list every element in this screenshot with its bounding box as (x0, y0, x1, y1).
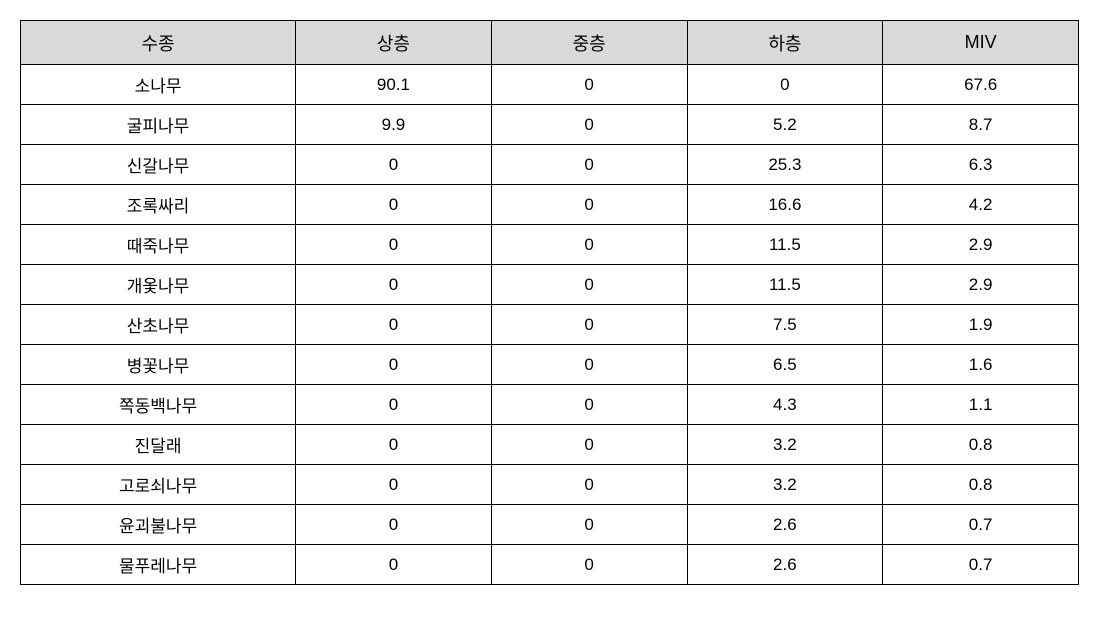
cell-upper: 9.9 (296, 105, 492, 145)
cell-upper: 0 (296, 345, 492, 385)
table-row: 고로쇠나무 0 0 3.2 0.8 (21, 465, 1079, 505)
cell-upper: 0 (296, 305, 492, 345)
cell-upper: 0 (296, 225, 492, 265)
cell-lower: 4.3 (687, 385, 883, 425)
cell-species: 신갈나무 (21, 145, 296, 185)
cell-lower: 3.2 (687, 465, 883, 505)
cell-lower: 25.3 (687, 145, 883, 185)
cell-middle: 0 (491, 225, 687, 265)
cell-species: 쪽동백나무 (21, 385, 296, 425)
table-row: 쪽동백나무 0 0 4.3 1.1 (21, 385, 1079, 425)
cell-middle: 0 (491, 505, 687, 545)
species-table-container: 수종 상층 중층 하층 MIV 소나무 90.1 0 0 67.6 굴피나무 9… (20, 20, 1079, 585)
cell-middle: 0 (491, 465, 687, 505)
table-row: 신갈나무 0 0 25.3 6.3 (21, 145, 1079, 185)
cell-miv: 1.6 (883, 345, 1079, 385)
table-row: 개옻나무 0 0 11.5 2.9 (21, 265, 1079, 305)
header-species: 수종 (21, 21, 296, 65)
cell-upper: 90.1 (296, 65, 492, 105)
cell-species: 병꽃나무 (21, 345, 296, 385)
cell-upper: 0 (296, 505, 492, 545)
cell-middle: 0 (491, 385, 687, 425)
cell-lower: 6.5 (687, 345, 883, 385)
cell-species: 윤괴불나무 (21, 505, 296, 545)
header-miv: MIV (883, 21, 1079, 65)
cell-lower: 11.5 (687, 225, 883, 265)
cell-middle: 0 (491, 305, 687, 345)
cell-upper: 0 (296, 465, 492, 505)
table-row: 조록싸리 0 0 16.6 4.2 (21, 185, 1079, 225)
table-row: 때죽나무 0 0 11.5 2.9 (21, 225, 1079, 265)
cell-lower: 0 (687, 65, 883, 105)
cell-middle: 0 (491, 145, 687, 185)
cell-middle: 0 (491, 265, 687, 305)
cell-species: 개옻나무 (21, 265, 296, 305)
cell-miv: 6.3 (883, 145, 1079, 185)
cell-species: 조록싸리 (21, 185, 296, 225)
cell-middle: 0 (491, 345, 687, 385)
cell-species: 소나무 (21, 65, 296, 105)
table-header-row: 수종 상층 중층 하층 MIV (21, 21, 1079, 65)
species-table: 수종 상층 중층 하층 MIV 소나무 90.1 0 0 67.6 굴피나무 9… (20, 20, 1079, 585)
cell-upper: 0 (296, 385, 492, 425)
cell-miv: 0.7 (883, 545, 1079, 585)
cell-middle: 0 (491, 545, 687, 585)
table-row: 물푸레나무 0 0 2.6 0.7 (21, 545, 1079, 585)
cell-miv: 1.9 (883, 305, 1079, 345)
cell-upper: 0 (296, 545, 492, 585)
table-row: 소나무 90.1 0 0 67.6 (21, 65, 1079, 105)
cell-lower: 2.6 (687, 505, 883, 545)
cell-middle: 0 (491, 425, 687, 465)
cell-upper: 0 (296, 145, 492, 185)
header-lower: 하층 (687, 21, 883, 65)
table-row: 병꽃나무 0 0 6.5 1.6 (21, 345, 1079, 385)
cell-miv: 8.7 (883, 105, 1079, 145)
cell-species: 때죽나무 (21, 225, 296, 265)
table-body: 소나무 90.1 0 0 67.6 굴피나무 9.9 0 5.2 8.7 신갈나… (21, 65, 1079, 585)
header-upper: 상층 (296, 21, 492, 65)
table-row: 굴피나무 9.9 0 5.2 8.7 (21, 105, 1079, 145)
cell-miv: 0.8 (883, 425, 1079, 465)
cell-lower: 3.2 (687, 425, 883, 465)
cell-upper: 0 (296, 185, 492, 225)
header-middle: 중층 (491, 21, 687, 65)
cell-lower: 2.6 (687, 545, 883, 585)
table-row: 산초나무 0 0 7.5 1.9 (21, 305, 1079, 345)
cell-species: 고로쇠나무 (21, 465, 296, 505)
cell-lower: 5.2 (687, 105, 883, 145)
table-row: 진달래 0 0 3.2 0.8 (21, 425, 1079, 465)
cell-miv: 1.1 (883, 385, 1079, 425)
cell-miv: 67.6 (883, 65, 1079, 105)
cell-middle: 0 (491, 65, 687, 105)
table-row: 윤괴불나무 0 0 2.6 0.7 (21, 505, 1079, 545)
cell-species: 진달래 (21, 425, 296, 465)
cell-upper: 0 (296, 425, 492, 465)
cell-species: 산초나무 (21, 305, 296, 345)
cell-lower: 11.5 (687, 265, 883, 305)
cell-upper: 0 (296, 265, 492, 305)
cell-miv: 0.8 (883, 465, 1079, 505)
cell-middle: 0 (491, 185, 687, 225)
cell-miv: 4.2 (883, 185, 1079, 225)
cell-miv: 2.9 (883, 265, 1079, 305)
cell-species: 굴피나무 (21, 105, 296, 145)
cell-species: 물푸레나무 (21, 545, 296, 585)
cell-lower: 16.6 (687, 185, 883, 225)
cell-middle: 0 (491, 105, 687, 145)
cell-miv: 2.9 (883, 225, 1079, 265)
cell-miv: 0.7 (883, 505, 1079, 545)
cell-lower: 7.5 (687, 305, 883, 345)
